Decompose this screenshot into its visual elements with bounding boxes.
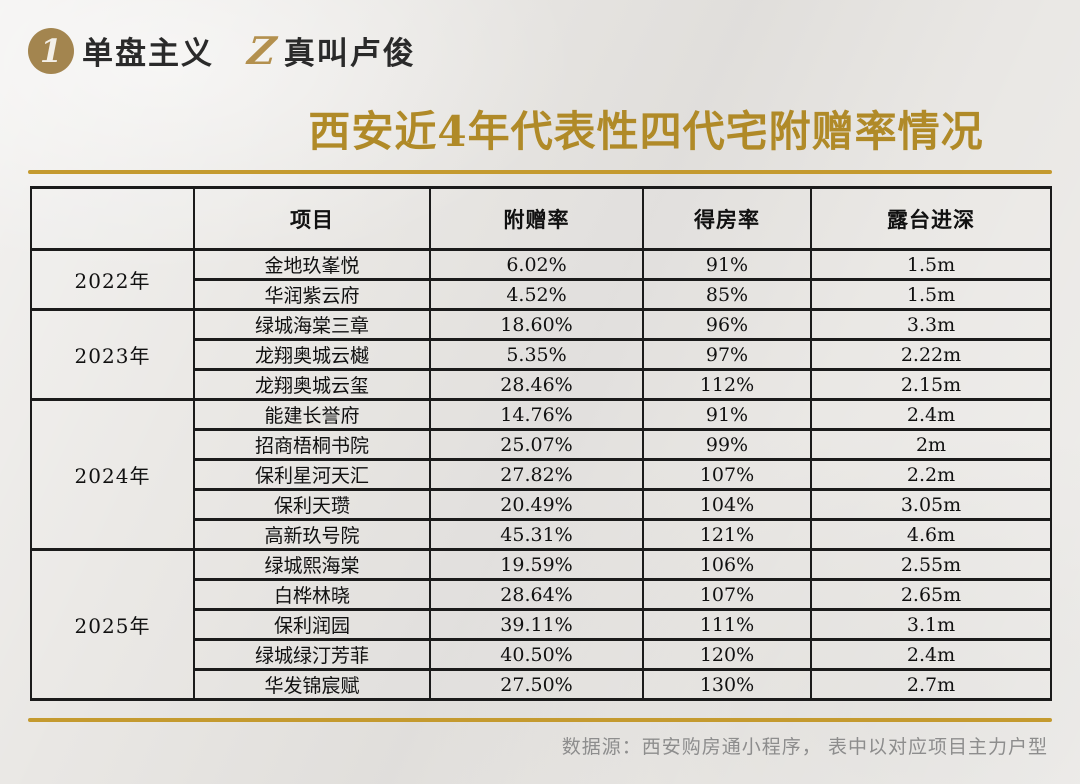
- table-row: 高新玖号院 45.31% 121% 4.6m: [31, 518, 1052, 551]
- terrace-depth-cell: 3.1m: [810, 608, 1052, 641]
- terrace-depth-cell: 2.65m: [810, 578, 1052, 611]
- project-cell: 龙翔奥城云玺: [193, 368, 431, 401]
- project-cell: 绿城熙海棠: [193, 548, 431, 581]
- table-row: 保利润园 39.11% 111% 3.1m: [31, 608, 1052, 641]
- header-usable-rate: 得房率: [642, 186, 812, 251]
- project-cell: 金地玖峯悦: [193, 248, 431, 281]
- terrace-depth-cell: 3.05m: [810, 488, 1052, 521]
- gift-rate-cell: 19.59%: [429, 548, 644, 581]
- usable-rate-cell: 121%: [642, 518, 812, 551]
- project-cell: 绿城绿汀芳菲: [193, 638, 431, 671]
- usable-rate-cell: 85%: [642, 278, 812, 311]
- terrace-depth-cell: 1.5m: [810, 278, 1052, 311]
- usable-rate-cell: 107%: [642, 578, 812, 611]
- table-row: 保利天瓒 20.49% 104% 3.05m: [31, 488, 1052, 521]
- project-cell: 华润紫云府: [193, 278, 431, 311]
- usable-rate-cell: 130%: [642, 668, 812, 701]
- usable-rate-cell: 91%: [642, 398, 812, 431]
- usable-rate-cell: 96%: [642, 308, 812, 341]
- table-header: 项目 附赠率 得房率 露台进深: [30, 186, 1052, 251]
- brand-name-zhenjiaolujun: 真叫卢俊: [283, 35, 416, 71]
- terrace-depth-cell: 2m: [810, 428, 1052, 461]
- gift-rate-cell: 18.60%: [429, 308, 644, 341]
- gift-rate-cell: 4.52%: [429, 278, 644, 311]
- table-row: 龙翔奥城云玺 28.46% 112% 2.15m: [31, 368, 1052, 401]
- gift-rate-cell: 28.46%: [429, 368, 644, 401]
- project-cell: 能建长誉府: [193, 398, 431, 431]
- brand-name-danpanzhuyi: 单盘主义: [82, 35, 214, 71]
- year-cell: 2022年: [30, 248, 195, 311]
- page-title: 西安近4年代表性四代宅附赠率情况: [308, 107, 984, 156]
- terrace-depth-cell: 4.6m: [810, 518, 1052, 551]
- terrace-depth-cell: 3.3m: [810, 308, 1052, 341]
- title-divider-rule: [28, 170, 1052, 174]
- table-header-row: 项目 附赠率 得房率 露台进深: [30, 186, 1052, 251]
- project-cell: 华发锦宸赋: [193, 668, 431, 701]
- year-cell: 2025年: [30, 548, 195, 701]
- usable-rate-cell: 112%: [642, 368, 812, 401]
- table-row: 华润紫云府 4.52% 85% 1.5m: [31, 278, 1052, 311]
- usable-rate-cell: 99%: [642, 428, 812, 461]
- usable-rate-cell: 120%: [642, 638, 812, 671]
- table-row: 2022年 金地玖峯悦 6.02% 91% 1.5m: [30, 248, 1052, 311]
- header-project: 项目: [193, 186, 431, 251]
- usable-rate-cell: 111%: [642, 608, 812, 641]
- footer-divider-rule: [28, 718, 1052, 722]
- project-cell: 绿城海棠三章: [193, 308, 431, 341]
- year-cell: 2023年: [30, 308, 195, 401]
- table-row: 白桦林晓 28.64% 107% 2.65m: [31, 578, 1052, 611]
- terrace-depth-cell: 2.55m: [810, 548, 1052, 581]
- year-cell: 2024年: [30, 398, 195, 551]
- header-year: [30, 186, 195, 251]
- usable-rate-cell: 97%: [642, 338, 812, 371]
- gift-rate-cell: 6.02%: [429, 248, 644, 281]
- data-source-note: 数据源：西安购房通小程序， 表中以对应项目主力户型: [561, 737, 1048, 758]
- header-gift-rate: 附赠率: [429, 186, 644, 251]
- table-row: 龙翔奥城云樾 5.35% 97% 2.22m: [31, 338, 1052, 371]
- gift-rate-cell: 28.64%: [429, 578, 644, 611]
- table-row: 2024年 能建长誉府 14.76% 91% 2.4m: [30, 398, 1052, 551]
- terrace-depth-cell: 2.2m: [810, 458, 1052, 491]
- table-row: 绿城绿汀芳菲 40.50% 120% 2.4m: [31, 638, 1052, 671]
- terrace-depth-cell: 2.4m: [810, 398, 1052, 431]
- terrace-depth-cell: 2.4m: [810, 638, 1052, 671]
- usable-rate-cell: 107%: [642, 458, 812, 491]
- gift-rate-cell: 27.82%: [429, 458, 644, 491]
- brand-bar: 1 单盘主义 Z 真叫卢俊: [28, 26, 416, 74]
- danpan-logo-icon: 1: [28, 28, 74, 74]
- usable-rate-cell: 91%: [642, 248, 812, 281]
- project-cell: 保利润园: [193, 608, 431, 641]
- table-body: 2022年 金地玖峯悦 6.02% 91% 1.5m 华润紫云府 4.52% 85% 1.5m 2…: [30, 248, 1052, 701]
- project-cell: 保利天瓒: [193, 488, 431, 521]
- header-terrace-depth: 露台进深: [810, 186, 1052, 251]
- project-cell: 招商梧桐书院: [193, 428, 431, 461]
- table-row: 招商梧桐书院 25.07% 99% 2m: [31, 428, 1052, 461]
- table-row: 2023年 绿城海棠三章 18.60% 96% 3.3m: [30, 308, 1052, 401]
- gift-rate-cell: 5.35%: [429, 338, 644, 371]
- zhenjiaolujun-logo-icon: Z: [245, 27, 279, 73]
- project-cell: 白桦林晓: [193, 578, 431, 611]
- terrace-depth-cell: 2.15m: [810, 368, 1052, 401]
- project-cell: 高新玖号院: [193, 518, 431, 551]
- terrace-depth-cell: 1.5m: [810, 248, 1052, 281]
- table-row: 保利星河天汇 27.82% 107% 2.2m: [31, 458, 1052, 491]
- gift-rate-table: 项目 附赠率 得房率 露台进深 2022年 金地玖峯悦 6.02% 91% 1.5m 华润…: [30, 186, 1052, 701]
- gift-rate-cell: 40.50%: [429, 638, 644, 671]
- project-cell: 龙翔奥城云樾: [193, 338, 431, 371]
- gift-rate-cell: 20.49%: [429, 488, 644, 521]
- table-row: 华发锦宸赋 27.50% 130% 2.7m: [31, 668, 1052, 701]
- danpan-logo-numeral: 1: [39, 32, 63, 70]
- terrace-depth-cell: 2.7m: [810, 668, 1052, 701]
- gift-rate-cell: 45.31%: [429, 518, 644, 551]
- terrace-depth-cell: 2.22m: [810, 338, 1052, 371]
- gift-rate-cell: 25.07%: [429, 428, 644, 461]
- table-row: 2025年 绿城熙海棠 19.59% 106% 2.55m: [30, 548, 1052, 701]
- usable-rate-cell: 106%: [642, 548, 812, 581]
- usable-rate-cell: 104%: [642, 488, 812, 521]
- project-cell: 保利星河天汇: [193, 458, 431, 491]
- gift-rate-cell: 27.50%: [429, 668, 644, 701]
- gift-rate-cell: 14.76%: [429, 398, 644, 431]
- gift-rate-cell: 39.11%: [429, 608, 644, 641]
